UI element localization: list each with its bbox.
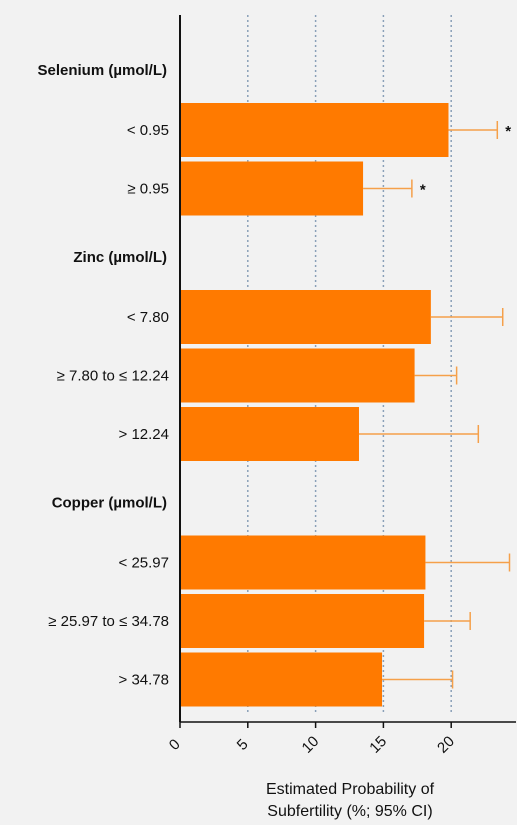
group-label-copper: Copper (µmol/L) [52, 495, 167, 512]
error-bar-copper-1 [424, 612, 471, 630]
bar-copper-2 [180, 652, 383, 707]
bar-copper-1 [180, 594, 425, 648]
category-label-copper-1: ≥ 25.97 to ≤ 34.78 [48, 613, 169, 630]
x-axis-title-line-1: Estimated Probability of [266, 781, 435, 798]
category-label-copper-0: < 25.97 [119, 555, 169, 572]
error-bar-copper-0 [425, 553, 511, 572]
error-bar-zinc-2 [358, 425, 480, 443]
bar-selenium-1 [180, 161, 364, 216]
category-label-copper-2: > 34.78 [119, 672, 169, 689]
group-label-zinc: Zinc (µmol/L) [73, 249, 167, 266]
bars-layer [180, 103, 449, 707]
error-bars-layer [358, 121, 511, 689]
category-label-zinc-1: ≥ 7.80 to ≤ 12.24 [57, 368, 169, 385]
bar-zinc-2 [180, 407, 359, 461]
category-labels: Selenium (µmol/L) * < 0.95 * ≥ 0.95 Zinc (µmo… [38, 62, 512, 689]
significance-marker-selenium-0: * [505, 123, 511, 140]
error-bar-zinc-0 [430, 308, 504, 326]
bar-zinc-1 [180, 348, 415, 403]
error-bar-selenium-0 [448, 121, 499, 139]
bar-selenium-0 [180, 103, 449, 157]
bar-copper-0 [180, 535, 426, 590]
category-label-zinc-2: > 12.24 [119, 426, 169, 443]
bar-zinc-0 [180, 290, 431, 344]
x-axis-title-line-2: Subfertility (%; 95% CI) [267, 803, 432, 820]
group-label-selenium: Selenium (µmol/L) [38, 62, 168, 79]
category-label-selenium-1: ≥ 0.95 [127, 181, 169, 198]
category-label-selenium-0: < 0.95 [127, 122, 169, 139]
category-label-zinc-0: < 7.80 [127, 309, 169, 326]
error-bar-copper-2 [382, 670, 454, 689]
error-bar-zinc-1 [414, 366, 458, 385]
error-bar-selenium-1 [363, 179, 413, 198]
significance-marker-selenium-1: * [420, 182, 426, 199]
